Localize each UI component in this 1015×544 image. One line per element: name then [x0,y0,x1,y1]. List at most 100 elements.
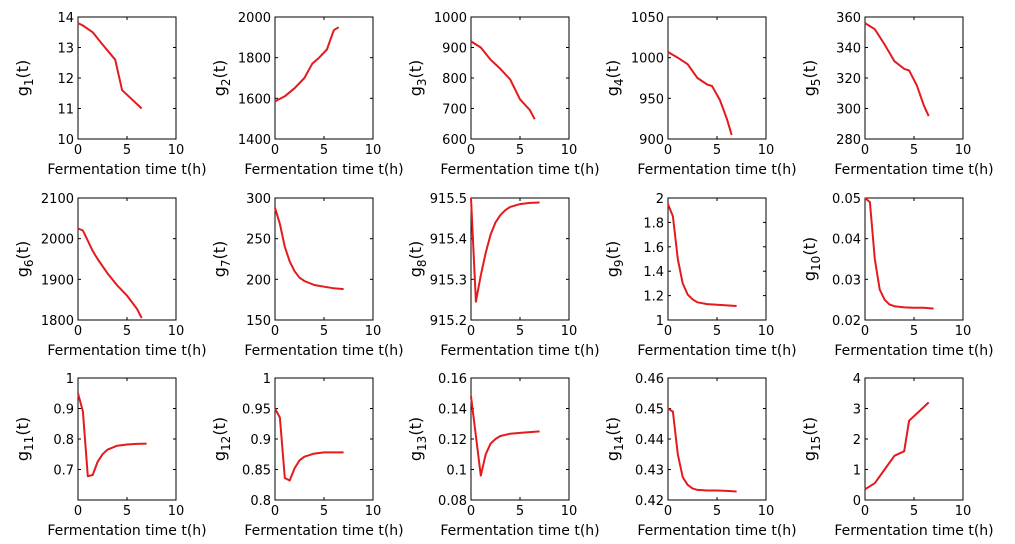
y-tick-label: 0.95 [242,403,271,418]
plot-frame [470,16,570,140]
x-tick-label: 5 [910,324,918,339]
series-line [77,227,143,319]
plot-frame [274,16,374,140]
x-tick-label: 5 [320,504,328,519]
y-tick-label: 13 [57,42,74,57]
x-tick-label: 5 [320,324,328,339]
x-axis-label: Fermentation time t(h) [440,343,599,359]
plot-frame [274,377,374,501]
y-tick-label: 0.16 [438,372,467,387]
y-tick-label: 0.08 [438,494,467,509]
series-line [864,197,934,310]
y-tick-label: 0.8 [53,433,74,448]
y-axis-label: g6(t) [13,241,36,278]
series-line [470,40,536,120]
y-tick-label: 280 [836,133,861,148]
x-axis-label: Fermentation time t(h) [834,162,993,178]
y-tick-label: 1.2 [643,290,664,305]
subplot-12: 0 5 10 0.8 0.85 0.9 0.95 1 Fermentation time t(h… [210,372,404,539]
y-axis-label: g15(t) [800,417,823,461]
subplot-10: 0 5 10 0.02 0.03 0.04 0.05 Fermentation time t(… [800,192,994,359]
x-tick-label: 5 [910,504,918,519]
y-tick-label: 4 [853,372,861,387]
y-tick-label: 0.1 [446,464,467,479]
x-tick-label: 0 [467,504,475,519]
x-tick-label: 10 [758,324,775,339]
x-tick-label: 5 [713,143,721,158]
y-tick-label: 0.03 [832,273,861,288]
subplot-3: 0 5 10 600 700 800 900 1000 Fermentation time t(… [406,11,600,178]
y-tick-label: 1.8 [643,216,664,231]
y-tick-label: 200 [246,273,271,288]
x-axis-label: Fermentation time t(h) [637,343,796,359]
x-tick-label: 10 [168,504,185,519]
y-tick-label: 800 [442,72,467,87]
x-tick-label: 5 [123,504,131,519]
x-tick-label: 10 [955,324,972,339]
y-tick-label: 1000 [434,11,467,26]
x-tick-label: 0 [271,143,279,158]
y-tick-label: 2000 [238,11,271,26]
y-tick-label: 915.3 [430,273,467,288]
y-axis-label: g10(t) [800,237,823,281]
y-tick-label: 10 [57,133,74,148]
subplot-9: 0 5 10 1 1.2 1.4 1.6 1.8 2 Fermentation time t(h)… [603,192,797,359]
y-tick-label: 1000 [631,52,664,67]
plot-frame [470,377,570,501]
plot-frame [470,197,570,321]
series-line [864,401,930,491]
y-tick-label: 14 [57,11,74,26]
plot-frame [77,197,177,321]
y-tick-label: 0.85 [242,464,271,479]
y-axis-label: g2(t) [210,60,233,97]
series-line [274,408,344,482]
subplot-8: 0 5 10 915.2 915.3 915.4 915.5 Fermentation tim… [406,192,600,359]
x-axis-label: Fermentation time t(h) [244,523,403,539]
x-tick-label: 10 [561,504,578,519]
series-line [274,26,340,103]
series-line [864,22,930,117]
x-tick-label: 10 [758,504,775,519]
y-tick-label: 11 [57,103,74,118]
x-tick-label: 0 [664,324,672,339]
y-tick-label: 0.9 [250,433,271,448]
x-tick-label: 0 [861,504,869,519]
y-tick-label: 340 [836,42,861,57]
y-axis-label: g5(t) [800,60,823,97]
y-tick-label: 0 [853,494,861,509]
y-tick-label: 0.46 [635,372,664,387]
y-tick-label: 0.12 [438,433,467,448]
x-tick-label: 10 [365,504,382,519]
x-tick-label: 0 [467,143,475,158]
y-tick-label: 1 [263,372,271,387]
y-tick-label: 0.02 [832,314,861,329]
y-tick-label: 0.05 [832,192,861,207]
x-axis-label: Fermentation time t(h) [637,162,796,178]
y-tick-label: 1.6 [643,241,664,256]
x-tick-label: 0 [74,504,82,519]
x-tick-label: 5 [123,143,131,158]
y-tick-label: 2 [656,192,664,207]
x-tick-label: 10 [365,324,382,339]
series-line [667,407,737,493]
y-tick-label: 1600 [238,92,271,107]
y-tick-label: 150 [246,314,271,329]
x-tick-label: 5 [910,143,918,158]
x-tick-label: 10 [168,143,185,158]
x-axis-label: Fermentation time t(h) [637,523,796,539]
plot-frame [667,197,767,321]
x-tick-label: 10 [561,143,578,158]
x-tick-label: 10 [955,504,972,519]
y-tick-label: 2100 [41,192,74,207]
y-tick-label: 900 [639,133,664,148]
y-tick-label: 320 [836,72,861,87]
y-tick-label: 0.14 [438,403,467,418]
x-tick-label: 0 [271,504,279,519]
series-line [667,203,737,307]
y-tick-label: 1.4 [643,265,664,280]
x-tick-label: 0 [861,324,869,339]
y-tick-label: 1800 [41,314,74,329]
x-tick-label: 5 [713,504,721,519]
x-tick-label: 10 [365,143,382,158]
y-tick-label: 300 [246,192,271,207]
